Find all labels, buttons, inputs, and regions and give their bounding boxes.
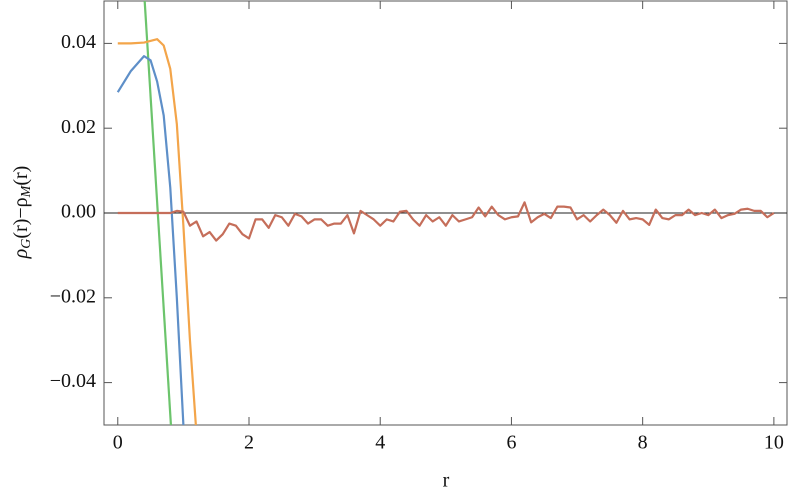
data-line (117, 38, 197, 425)
y-tick-label: −0.04 (50, 370, 96, 392)
x-tick-label: 4 (375, 432, 385, 454)
y-label-sub: G (19, 239, 34, 249)
plot-area (116, 1, 775, 425)
x-tick-label: 8 (638, 432, 648, 454)
y-tick-label: −0.02 (50, 285, 96, 307)
y-tick-label: 0.02 (61, 116, 96, 138)
y-label-part: ρ (10, 249, 32, 260)
x-axis-label: r (443, 470, 450, 492)
x-tick-label: 10 (764, 432, 784, 454)
x-tick-label: 0 (113, 432, 123, 454)
y-axis-label: ρG(r)−ρM(r) (10, 166, 35, 260)
y-label-part: (r)−ρ (10, 197, 32, 238)
y-tick-label: 0.04 (61, 31, 96, 53)
y-label-sub: M (19, 184, 34, 198)
y-label-part: (r) (10, 166, 32, 186)
x-tick-label: 2 (244, 432, 254, 454)
data-line (116, 55, 185, 425)
x-tick-label: 6 (506, 432, 516, 454)
y-tick-label: 0.00 (61, 201, 96, 223)
data-line (117, 201, 775, 242)
